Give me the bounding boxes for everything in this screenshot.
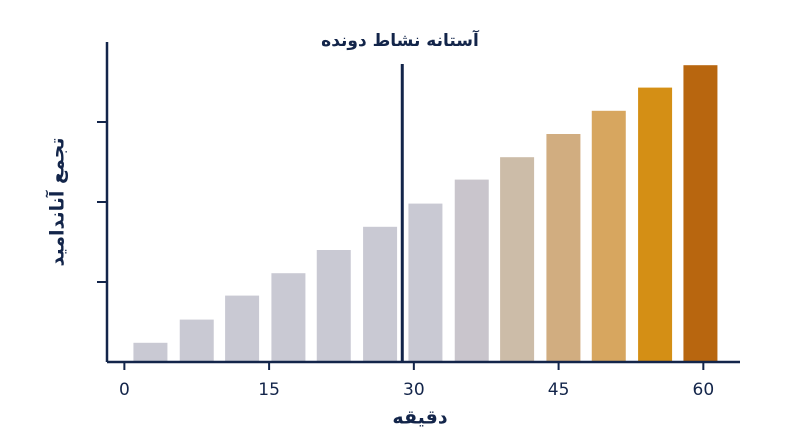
bar	[271, 273, 306, 362]
bar	[225, 295, 260, 362]
x-tick-label: 60	[693, 380, 715, 400]
x-axis-label: دقیقه	[392, 407, 447, 429]
bar	[591, 110, 626, 362]
y-axis-label: تجمع آناندامید	[45, 137, 69, 266]
bar	[133, 342, 168, 362]
bar	[454, 179, 489, 362]
x-tick-label: 30	[403, 380, 425, 400]
x-tick-label: 0	[119, 380, 130, 400]
bar	[638, 87, 673, 362]
bar	[179, 319, 214, 362]
bar	[408, 203, 443, 362]
x-tick-label: 15	[258, 380, 280, 400]
bar	[683, 65, 718, 362]
x-tick-label: 45	[548, 380, 570, 400]
threshold-label: آستانه نشاط دونده	[321, 29, 480, 51]
bar	[316, 250, 351, 362]
bar	[363, 226, 398, 362]
bar	[500, 157, 535, 362]
bar	[546, 134, 581, 362]
